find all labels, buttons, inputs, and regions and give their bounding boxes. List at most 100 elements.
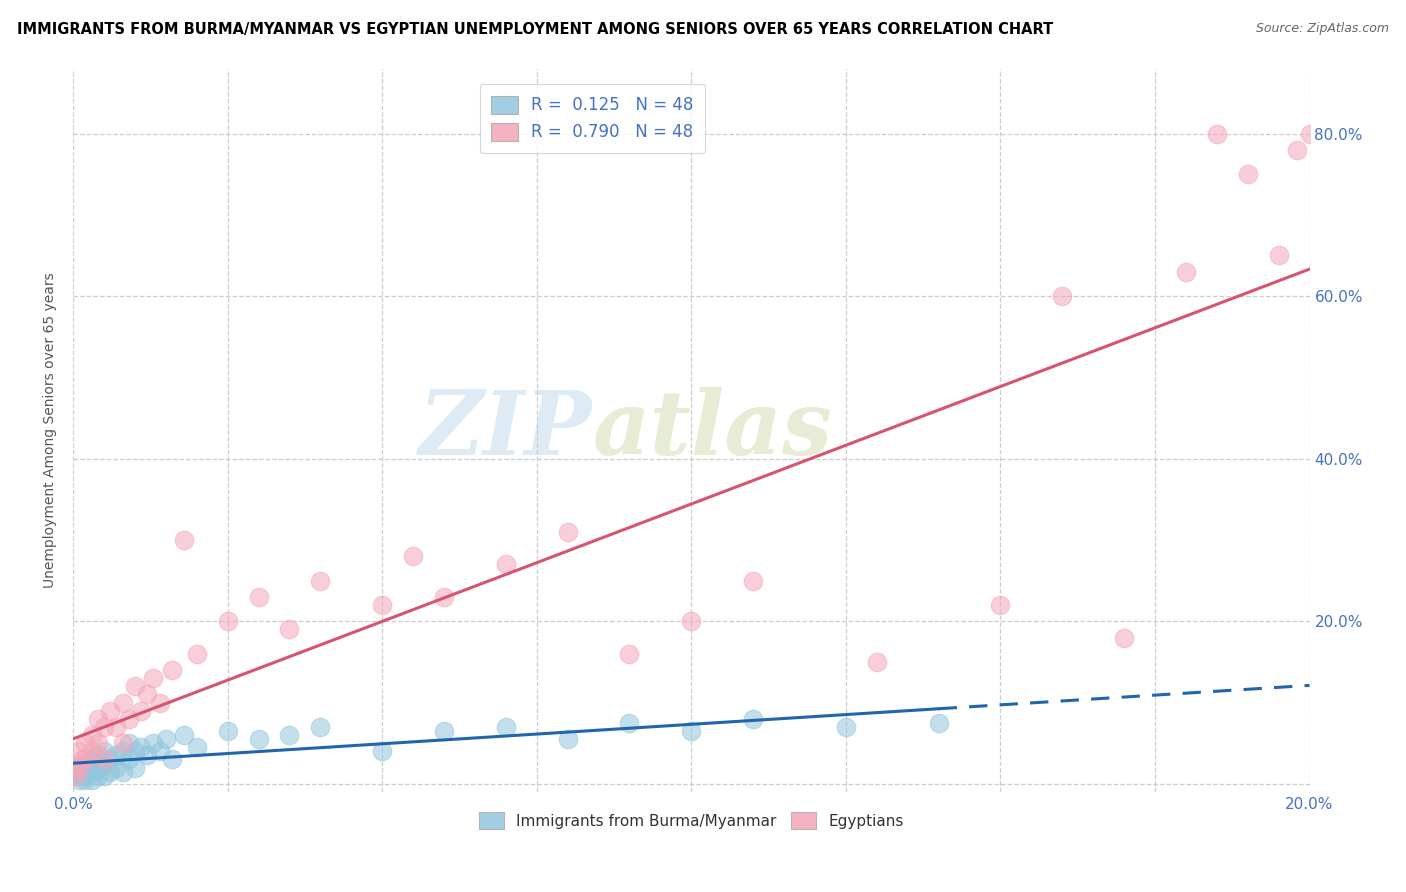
Point <box>1236 167 1258 181</box>
Point <box>1112 631 1135 645</box>
Point <box>62 769 84 783</box>
Point <box>67 761 90 775</box>
Point <box>278 728 301 742</box>
Point <box>87 748 110 763</box>
Point <box>309 574 332 588</box>
Text: ZIP: ZIP <box>419 387 592 474</box>
Point <box>80 728 103 742</box>
Point <box>62 761 84 775</box>
Point <box>80 744 103 758</box>
Point <box>118 752 141 766</box>
Point <box>742 574 765 588</box>
Point <box>681 724 703 739</box>
Point <box>111 764 134 779</box>
Point <box>93 744 115 758</box>
Point <box>80 772 103 787</box>
Point <box>111 696 134 710</box>
Point <box>93 752 115 766</box>
Point <box>75 736 97 750</box>
Point <box>72 752 94 766</box>
Point <box>160 752 183 766</box>
Text: Source: ZipAtlas.com: Source: ZipAtlas.com <box>1256 22 1389 36</box>
Point <box>835 720 858 734</box>
Point <box>173 728 195 742</box>
Point <box>65 769 87 783</box>
Point <box>1286 143 1309 157</box>
Point <box>557 524 579 539</box>
Point <box>124 679 146 693</box>
Point <box>105 720 128 734</box>
Point <box>1205 127 1227 141</box>
Point <box>217 614 239 628</box>
Point <box>93 720 115 734</box>
Point <box>67 761 90 775</box>
Point <box>619 647 641 661</box>
Y-axis label: Unemployment Among Seniors over 65 years: Unemployment Among Seniors over 65 years <box>44 272 58 588</box>
Point <box>80 752 103 766</box>
Point <box>247 732 270 747</box>
Point <box>990 598 1012 612</box>
Point <box>98 704 121 718</box>
Point <box>149 696 172 710</box>
Point <box>75 756 97 771</box>
Point <box>75 752 97 766</box>
Point <box>160 663 183 677</box>
Point <box>149 744 172 758</box>
Point <box>67 772 90 787</box>
Legend: Immigrants from Burma/Myanmar, Egyptians: Immigrants from Burma/Myanmar, Egyptians <box>472 806 910 835</box>
Point <box>124 761 146 775</box>
Point <box>1298 127 1320 141</box>
Point <box>402 549 425 564</box>
Text: atlas: atlas <box>592 387 832 474</box>
Point <box>65 764 87 779</box>
Point <box>681 614 703 628</box>
Point <box>1267 248 1289 262</box>
Point <box>75 772 97 787</box>
Point <box>742 712 765 726</box>
Point <box>129 740 152 755</box>
Point <box>186 647 208 661</box>
Point <box>433 590 456 604</box>
Point <box>80 764 103 779</box>
Point <box>155 732 177 747</box>
Point <box>217 724 239 739</box>
Point <box>118 712 141 726</box>
Point <box>495 720 517 734</box>
Point <box>67 744 90 758</box>
Point <box>371 744 394 758</box>
Point <box>111 736 134 750</box>
Point <box>75 769 97 783</box>
Point <box>173 533 195 547</box>
Point <box>247 590 270 604</box>
Point <box>111 744 134 758</box>
Point <box>93 769 115 783</box>
Point <box>866 655 889 669</box>
Point <box>142 671 165 685</box>
Point <box>87 736 110 750</box>
Point <box>619 715 641 730</box>
Point <box>129 704 152 718</box>
Point <box>186 740 208 755</box>
Point <box>98 764 121 779</box>
Point <box>87 712 110 726</box>
Text: IMMIGRANTS FROM BURMA/MYANMAR VS EGYPTIAN UNEMPLOYMENT AMONG SENIORS OVER 65 YEA: IMMIGRANTS FROM BURMA/MYANMAR VS EGYPTIA… <box>17 22 1053 37</box>
Point <box>1052 289 1074 303</box>
Point <box>105 748 128 763</box>
Point <box>309 720 332 734</box>
Point <box>1174 265 1197 279</box>
Point <box>278 623 301 637</box>
Point <box>87 769 110 783</box>
Point <box>142 736 165 750</box>
Point <box>557 732 579 747</box>
Point <box>371 598 394 612</box>
Point <box>105 761 128 775</box>
Point <box>87 761 110 775</box>
Point <box>72 769 94 783</box>
Point <box>124 744 146 758</box>
Point <box>93 756 115 771</box>
Point <box>136 687 159 701</box>
Point <box>136 748 159 763</box>
Point <box>98 752 121 766</box>
Point <box>433 724 456 739</box>
Point <box>495 558 517 572</box>
